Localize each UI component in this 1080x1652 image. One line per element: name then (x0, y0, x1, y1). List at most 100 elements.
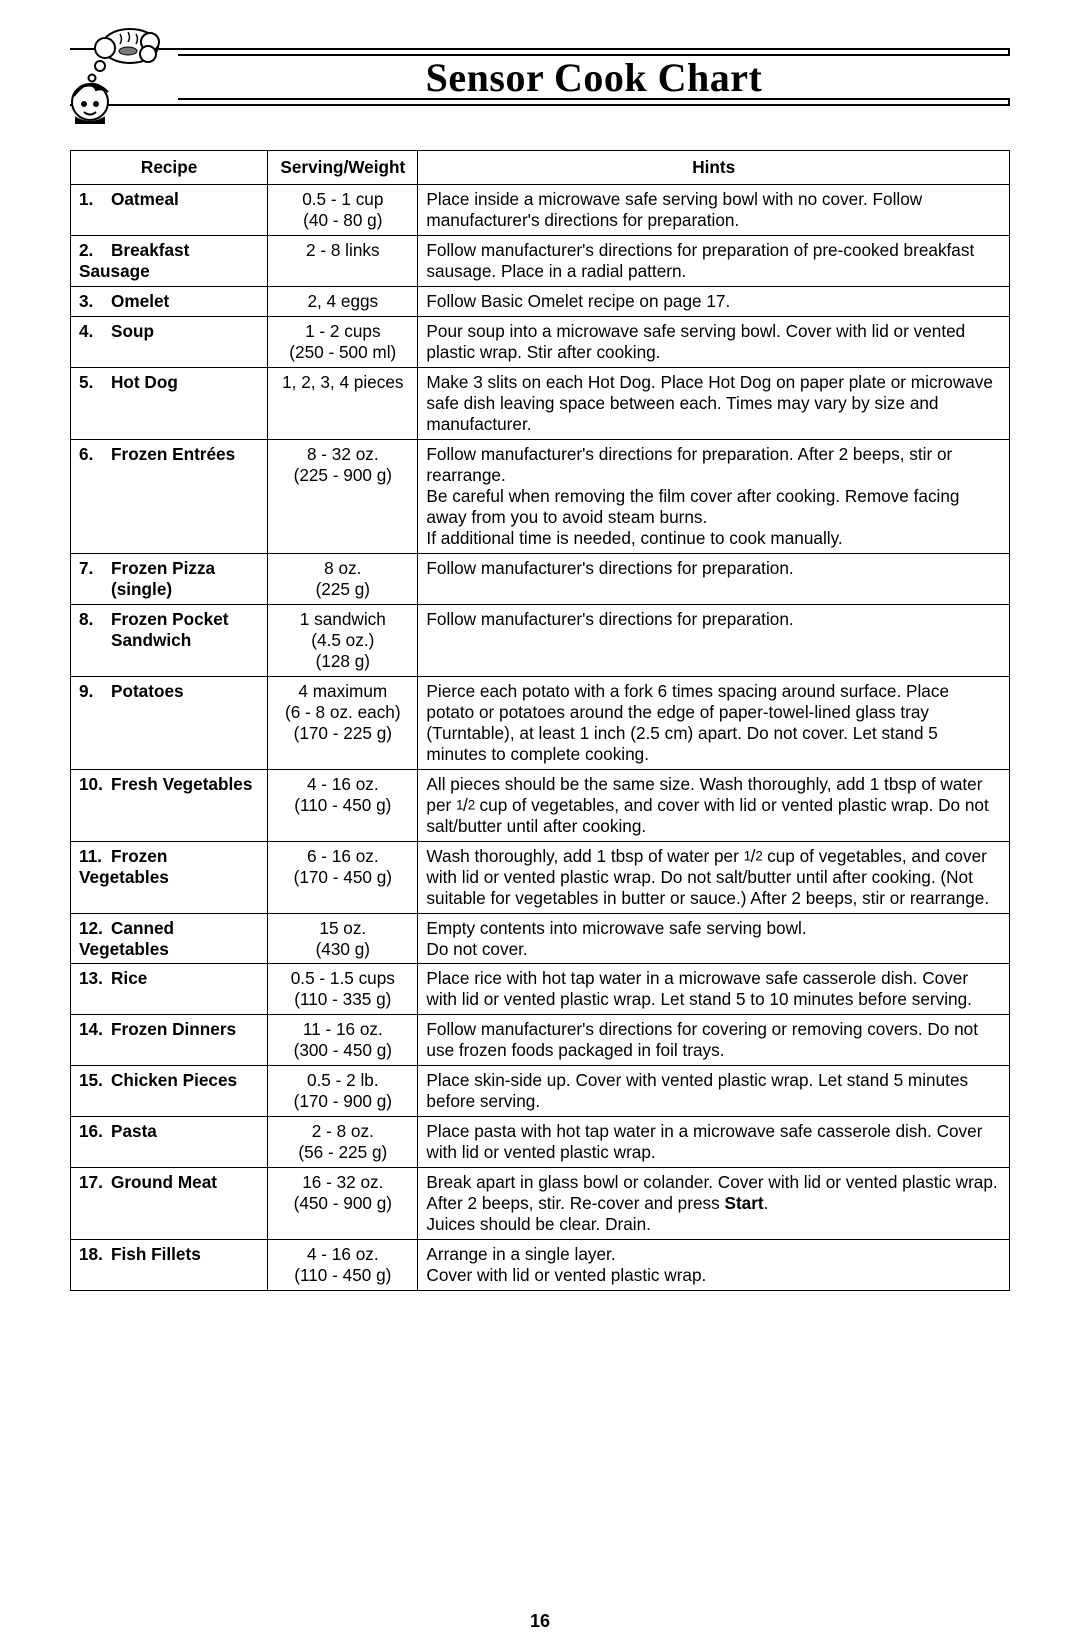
hints-cell: Make 3 slits on each Hot Dog. Place Hot … (418, 367, 1010, 439)
hints-line: Follow manufacturer's directions for pre… (426, 240, 1001, 282)
hints-cell: Pour soup into a microwave safe serving … (418, 316, 1010, 367)
recipe-cell: 2.Breakfast Sausage (71, 235, 268, 286)
table-row: 5.Hot Dog1, 2, 3, 4 piecesMake 3 slits o… (71, 367, 1010, 439)
serving-line: 8 - 32 oz. (276, 444, 409, 465)
hints-line: All pieces should be the same size. Wash… (426, 774, 1001, 837)
hints-line: Place skin-side up. Cover with vented pl… (426, 1070, 1001, 1112)
serving-cell: 11 - 16 oz.(300 - 450 g) (268, 1015, 418, 1066)
serving-line: (170 - 900 g) (276, 1091, 409, 1112)
hints-cell: Place rice with hot tap water in a micro… (418, 964, 1010, 1015)
serving-cell: 2 - 8 oz.(56 - 225 g) (268, 1117, 418, 1168)
serving-line: (4.5 oz.) (276, 630, 409, 651)
hints-line: Empty contents into microwave safe servi… (426, 918, 1001, 939)
table-row: 15.Chicken Pieces 0.5 - 2 lb.(170 - 900 g… (71, 1066, 1010, 1117)
hints-cell: Empty contents into microwave safe servi… (418, 913, 1010, 964)
recipe-cell: 13.Rice (71, 964, 268, 1015)
hints-cell: Follow manufacturer's directions for pre… (418, 604, 1010, 676)
recipe-cell: 10.Fresh Vegetables (71, 769, 268, 841)
hints-cell: Wash thoroughly, add 1 tbsp of water per… (418, 841, 1010, 913)
hints-line: Follow manufacturer's directions for cov… (426, 1019, 1001, 1061)
serving-cell: 6 - 16 oz.(170 - 450 g) (268, 841, 418, 913)
serving-line: 1, 2, 3, 4 pieces (276, 372, 409, 393)
serving-line: 2, 4 eggs (276, 291, 409, 312)
serving-line: 0.5 - 2 lb. (276, 1070, 409, 1091)
serving-line: 6 - 16 oz. (276, 846, 409, 867)
recipe-name: 6.Frozen Entrées (79, 444, 259, 465)
page-number: 16 (70, 1611, 1010, 1652)
table-row: 4.Soup1 - 2 cups(250 - 500 ml)Pour soup … (71, 316, 1010, 367)
serving-cell: 8 - 32 oz.(225 - 900 g) (268, 439, 418, 553)
recipe-name: 14.Frozen Dinners (79, 1019, 259, 1040)
serving-cell: 1 - 2 cups(250 - 500 ml) (268, 316, 418, 367)
serving-line: (40 - 80 g) (276, 210, 409, 231)
hints-cell: Place inside a microwave safe serving bo… (418, 184, 1010, 235)
serving-cell: 4 - 16 oz.(110 - 450 g) (268, 769, 418, 841)
serving-line: (250 - 500 ml) (276, 342, 409, 363)
recipe-cell: 11.Frozen Vegetables (71, 841, 268, 913)
hints-line: Wash thoroughly, add 1 tbsp of water per… (426, 846, 1001, 909)
hints-line: Place inside a microwave safe serving bo… (426, 189, 1001, 231)
recipe-cell: 12.Canned Vegetables (71, 913, 268, 964)
serving-line: 2 - 8 oz. (276, 1121, 409, 1142)
table-row: 7.Frozen Pizza(single)8 oz.(225 g)Follow… (71, 553, 1010, 604)
recipe-cell: 6.Frozen Entrées (71, 439, 268, 553)
recipe-cell: 15.Chicken Pieces (71, 1066, 268, 1117)
hints-line: Place pasta with hot tap water in a micr… (426, 1121, 1001, 1163)
serving-line: 2 - 8 links (276, 240, 409, 261)
recipe-name: 10.Fresh Vegetables (79, 774, 259, 795)
hints-cell: Follow manufacturer's directions for pre… (418, 439, 1010, 553)
hints-line: Make 3 slits on each Hot Dog. Place Hot … (426, 372, 1001, 435)
serving-line: 0.5 - 1 cup (276, 189, 409, 210)
recipe-name: 15.Chicken Pieces (79, 1070, 259, 1091)
serving-line: (170 - 450 g) (276, 867, 409, 888)
table-header-row: Recipe Serving/Weight Hints (71, 151, 1010, 185)
serving-line: 16 - 32 oz. (276, 1172, 409, 1193)
recipe-subline: Sandwich (79, 630, 259, 651)
title-box: Sensor Cook Chart (178, 54, 1010, 100)
serving-cell: 2, 4 eggs (268, 286, 418, 316)
col-header-serving: Serving/Weight (268, 151, 418, 185)
recipe-name: 3.Omelet (79, 291, 259, 312)
table-row: 18.Fish Fillets4 - 16 oz.(110 - 450 g)Ar… (71, 1240, 1010, 1291)
recipe-name: 8.Frozen Pocket (79, 609, 259, 630)
hints-line: Cover with lid or vented plastic wrap. (426, 1265, 1001, 1286)
recipe-cell: 17.Ground Meat (71, 1168, 268, 1240)
serving-line: (56 - 225 g) (276, 1142, 409, 1163)
hints-line: Break apart in glass bowl or colander. C… (426, 1172, 1001, 1235)
hints-cell: Follow manufacturer's directions for cov… (418, 1015, 1010, 1066)
hints-line: Do not cover. (426, 939, 1001, 960)
serving-line: 11 - 16 oz. (276, 1019, 409, 1040)
recipe-cell: 9.Potatoes (71, 676, 268, 769)
hints-cell: All pieces should be the same size. Wash… (418, 769, 1010, 841)
recipe-name: 13.Rice (79, 968, 259, 989)
table-row: 9.Potatoes4 maximum(6 - 8 oz. each)(170 … (71, 676, 1010, 769)
serving-line: (110 - 335 g) (276, 989, 409, 1010)
hints-cell: Arrange in a single layer.Cover with lid… (418, 1240, 1010, 1291)
recipe-name: 7.Frozen Pizza (79, 558, 259, 579)
serving-line: (128 g) (276, 651, 409, 672)
serving-line: (225 g) (276, 579, 409, 600)
hints-line: Be careful when removing the film cover … (426, 486, 1001, 528)
hints-line: Pour soup into a microwave safe serving … (426, 321, 1001, 363)
recipe-name: 9.Potatoes (79, 681, 259, 702)
hints-line: Follow manufacturer's directions for pre… (426, 558, 1001, 579)
recipe-cell: 4.Soup (71, 316, 268, 367)
table-row: 11.Frozen Vegetables6 - 16 oz.(170 - 450… (71, 841, 1010, 913)
serving-line: 4 maximum (276, 681, 409, 702)
serving-cell: 0.5 - 2 lb.(170 - 900 g) (268, 1066, 418, 1117)
serving-line: 15 oz. (276, 918, 409, 939)
hints-cell: Follow manufacturer's directions for pre… (418, 553, 1010, 604)
serving-line: 8 oz. (276, 558, 409, 579)
recipe-name: 11.Frozen Vegetables (79, 846, 259, 888)
hints-cell: Break apart in glass bowl or colander. C… (418, 1168, 1010, 1240)
hints-line: Arrange in a single layer. (426, 1244, 1001, 1265)
recipe-name: 12.Canned Vegetables (79, 918, 259, 960)
serving-line: 4 - 16 oz. (276, 1244, 409, 1265)
hints-line: Follow manufacturer's directions for pre… (426, 444, 1001, 486)
table-row: 8.Frozen PocketSandwich1 sandwich(4.5 oz… (71, 604, 1010, 676)
recipe-name: 18.Fish Fillets (79, 1244, 259, 1265)
serving-line: (225 - 900 g) (276, 465, 409, 486)
hints-line: Place rice with hot tap water in a micro… (426, 968, 1001, 1010)
table-row: 13.Rice0.5 - 1.5 cups(110 - 335 g)Place … (71, 964, 1010, 1015)
recipe-cell: 1.Oatmeal (71, 184, 268, 235)
